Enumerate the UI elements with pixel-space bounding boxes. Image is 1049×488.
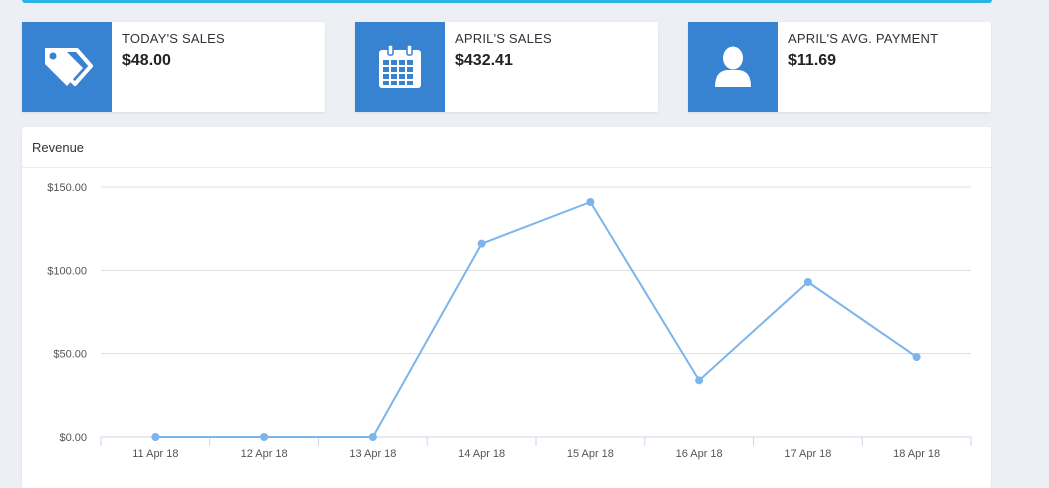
x-tick-label: 18 Apr 18	[893, 448, 940, 460]
top-accent-bar	[22, 0, 992, 3]
x-tick-label: 15 Apr 18	[567, 448, 614, 460]
x-tick-label: 14 Apr 18	[458, 448, 505, 460]
stat-label: APRIL'S SALES	[455, 31, 552, 46]
data-point[interactable]	[260, 433, 269, 441]
stat-value: $432.41	[455, 52, 513, 69]
x-tick-label: 11 Apr 18	[132, 448, 178, 460]
x-tick-label: 13 Apr 18	[349, 448, 396, 460]
stat-card-aprils-avg-payment: APRIL'S AVG. PAYMENT $11.69	[688, 22, 991, 112]
panel-divider	[22, 167, 991, 168]
y-tick-label: $150.00	[47, 182, 87, 194]
x-tick-label: 17 Apr 18	[784, 448, 831, 460]
data-point[interactable]	[912, 353, 921, 361]
calendar-icon	[379, 44, 421, 88]
data-point[interactable]	[803, 278, 812, 286]
user-icon	[715, 46, 751, 87]
data-point[interactable]	[695, 376, 704, 385]
revenue-line-chart: $0.00 $50.00 $100.00 $150.00 11 Apr 18 12 Apr…	[47, 182, 972, 460]
stat-icon-box	[22, 22, 112, 112]
stat-value: $11.69	[788, 52, 837, 69]
data-point[interactable]	[368, 433, 377, 441]
stat-icon-box	[355, 22, 445, 112]
price-tags-icon	[45, 48, 93, 86]
x-tick-label: 16 Apr 18	[676, 448, 723, 460]
stat-card-todays-sales: TODAY'S SALES $48.00	[22, 22, 325, 112]
stat-value: $48.00	[122, 52, 171, 69]
revenue-panel-title: Revenue	[32, 140, 85, 155]
revenue-panel: Revenue $0.00 $50.00 $100.00 $150.00 11 Apr …	[22, 127, 991, 488]
y-tick-label: $0.00	[59, 432, 87, 444]
stat-icon-box	[688, 22, 778, 112]
y-tick-label: $50.00	[53, 349, 87, 361]
series-line	[155, 201, 918, 438]
data-point[interactable]	[586, 198, 595, 206]
data-point[interactable]	[151, 433, 160, 441]
y-tick-label: $100.00	[47, 265, 87, 277]
stat-label: APRIL'S AVG. PAYMENT	[788, 31, 939, 46]
stat-label: TODAY'S SALES	[122, 31, 225, 46]
x-tick-label: 12 Apr 18	[241, 448, 288, 460]
data-point[interactable]	[477, 239, 486, 248]
stat-card-aprils-sales: APRIL'S SALES $432.41	[355, 22, 658, 112]
